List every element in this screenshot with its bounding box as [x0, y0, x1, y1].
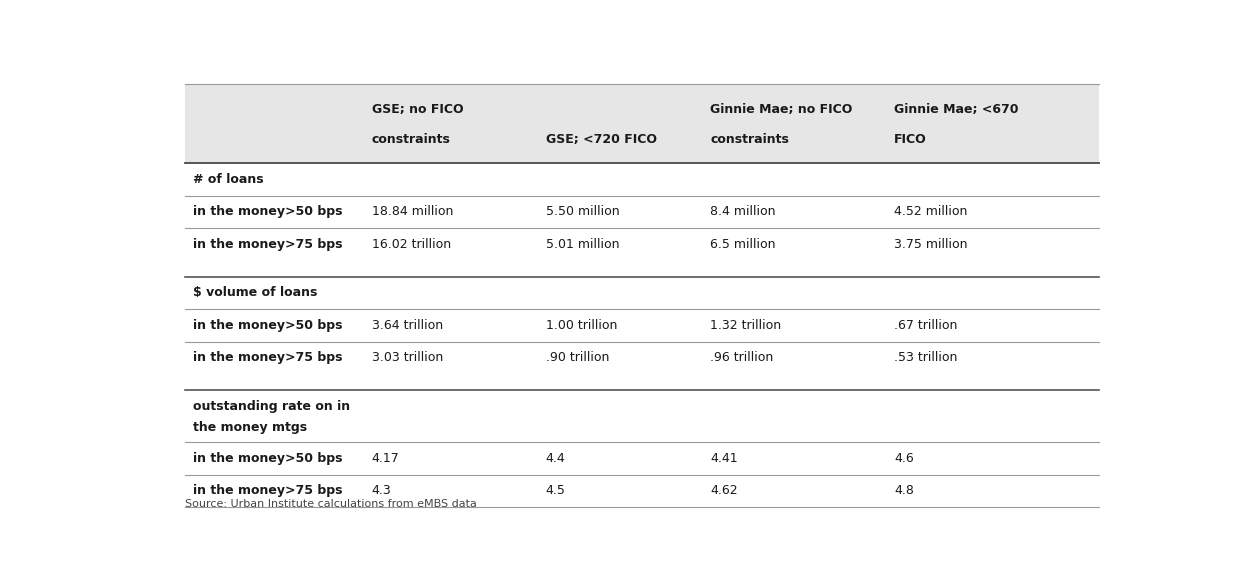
Text: GSE; <720 FICO: GSE; <720 FICO — [545, 133, 656, 146]
Text: in the money>75 bps: in the money>75 bps — [192, 352, 342, 365]
Text: 16.02 trillion: 16.02 trillion — [372, 238, 451, 251]
Text: FICO: FICO — [894, 133, 927, 146]
Text: 5.01 million: 5.01 million — [545, 238, 619, 251]
Text: .53 trillion: .53 trillion — [894, 352, 957, 365]
Text: 4.8: 4.8 — [894, 484, 914, 497]
Text: constraints: constraints — [372, 133, 451, 146]
Bar — [185, 84, 1099, 163]
Text: 4.5: 4.5 — [545, 484, 565, 497]
Text: GSE; no FICO: GSE; no FICO — [372, 103, 463, 116]
Text: 4.3: 4.3 — [372, 484, 392, 497]
Text: $ volume of loans: $ volume of loans — [192, 286, 317, 299]
Text: 4.52 million: 4.52 million — [894, 205, 967, 218]
Text: .90 trillion: .90 trillion — [545, 352, 609, 365]
Text: 6.5 million: 6.5 million — [710, 238, 776, 251]
Text: the money mtgs: the money mtgs — [192, 421, 307, 434]
Text: 4.41: 4.41 — [710, 452, 738, 465]
Text: 18.84 million: 18.84 million — [372, 205, 453, 218]
Text: 3.75 million: 3.75 million — [894, 238, 967, 251]
Text: 3.64 trillion: 3.64 trillion — [372, 319, 443, 332]
Text: in the money>50 bps: in the money>50 bps — [192, 319, 342, 332]
Text: .67 trillion: .67 trillion — [894, 319, 957, 332]
Text: in the money>75 bps: in the money>75 bps — [192, 238, 342, 251]
Text: # of loans: # of loans — [192, 173, 263, 186]
Text: .96 trillion: .96 trillion — [710, 352, 774, 365]
Text: outstanding rate on in: outstanding rate on in — [192, 400, 349, 413]
Text: 3.03 trillion: 3.03 trillion — [372, 352, 443, 365]
Text: Ginnie Mae; no FICO: Ginnie Mae; no FICO — [710, 103, 852, 116]
Text: in the money>50 bps: in the money>50 bps — [192, 452, 342, 465]
Text: 4.6: 4.6 — [894, 452, 914, 465]
Text: 4.62: 4.62 — [710, 484, 738, 497]
Text: Ginnie Mae; <670: Ginnie Mae; <670 — [894, 103, 1018, 116]
Text: in the money>75 bps: in the money>75 bps — [192, 484, 342, 497]
Text: 8.4 million: 8.4 million — [710, 205, 776, 218]
Text: Source: Urban Institute calculations from eMBS data: Source: Urban Institute calculations fro… — [185, 500, 477, 510]
Text: 1.00 trillion: 1.00 trillion — [545, 319, 618, 332]
Text: 4.17: 4.17 — [372, 452, 399, 465]
Text: in the money>50 bps: in the money>50 bps — [192, 205, 342, 218]
Text: 4.4: 4.4 — [545, 452, 565, 465]
Text: constraints: constraints — [710, 133, 789, 146]
Text: 5.50 million: 5.50 million — [545, 205, 619, 218]
Text: 1.32 trillion: 1.32 trillion — [710, 319, 781, 332]
